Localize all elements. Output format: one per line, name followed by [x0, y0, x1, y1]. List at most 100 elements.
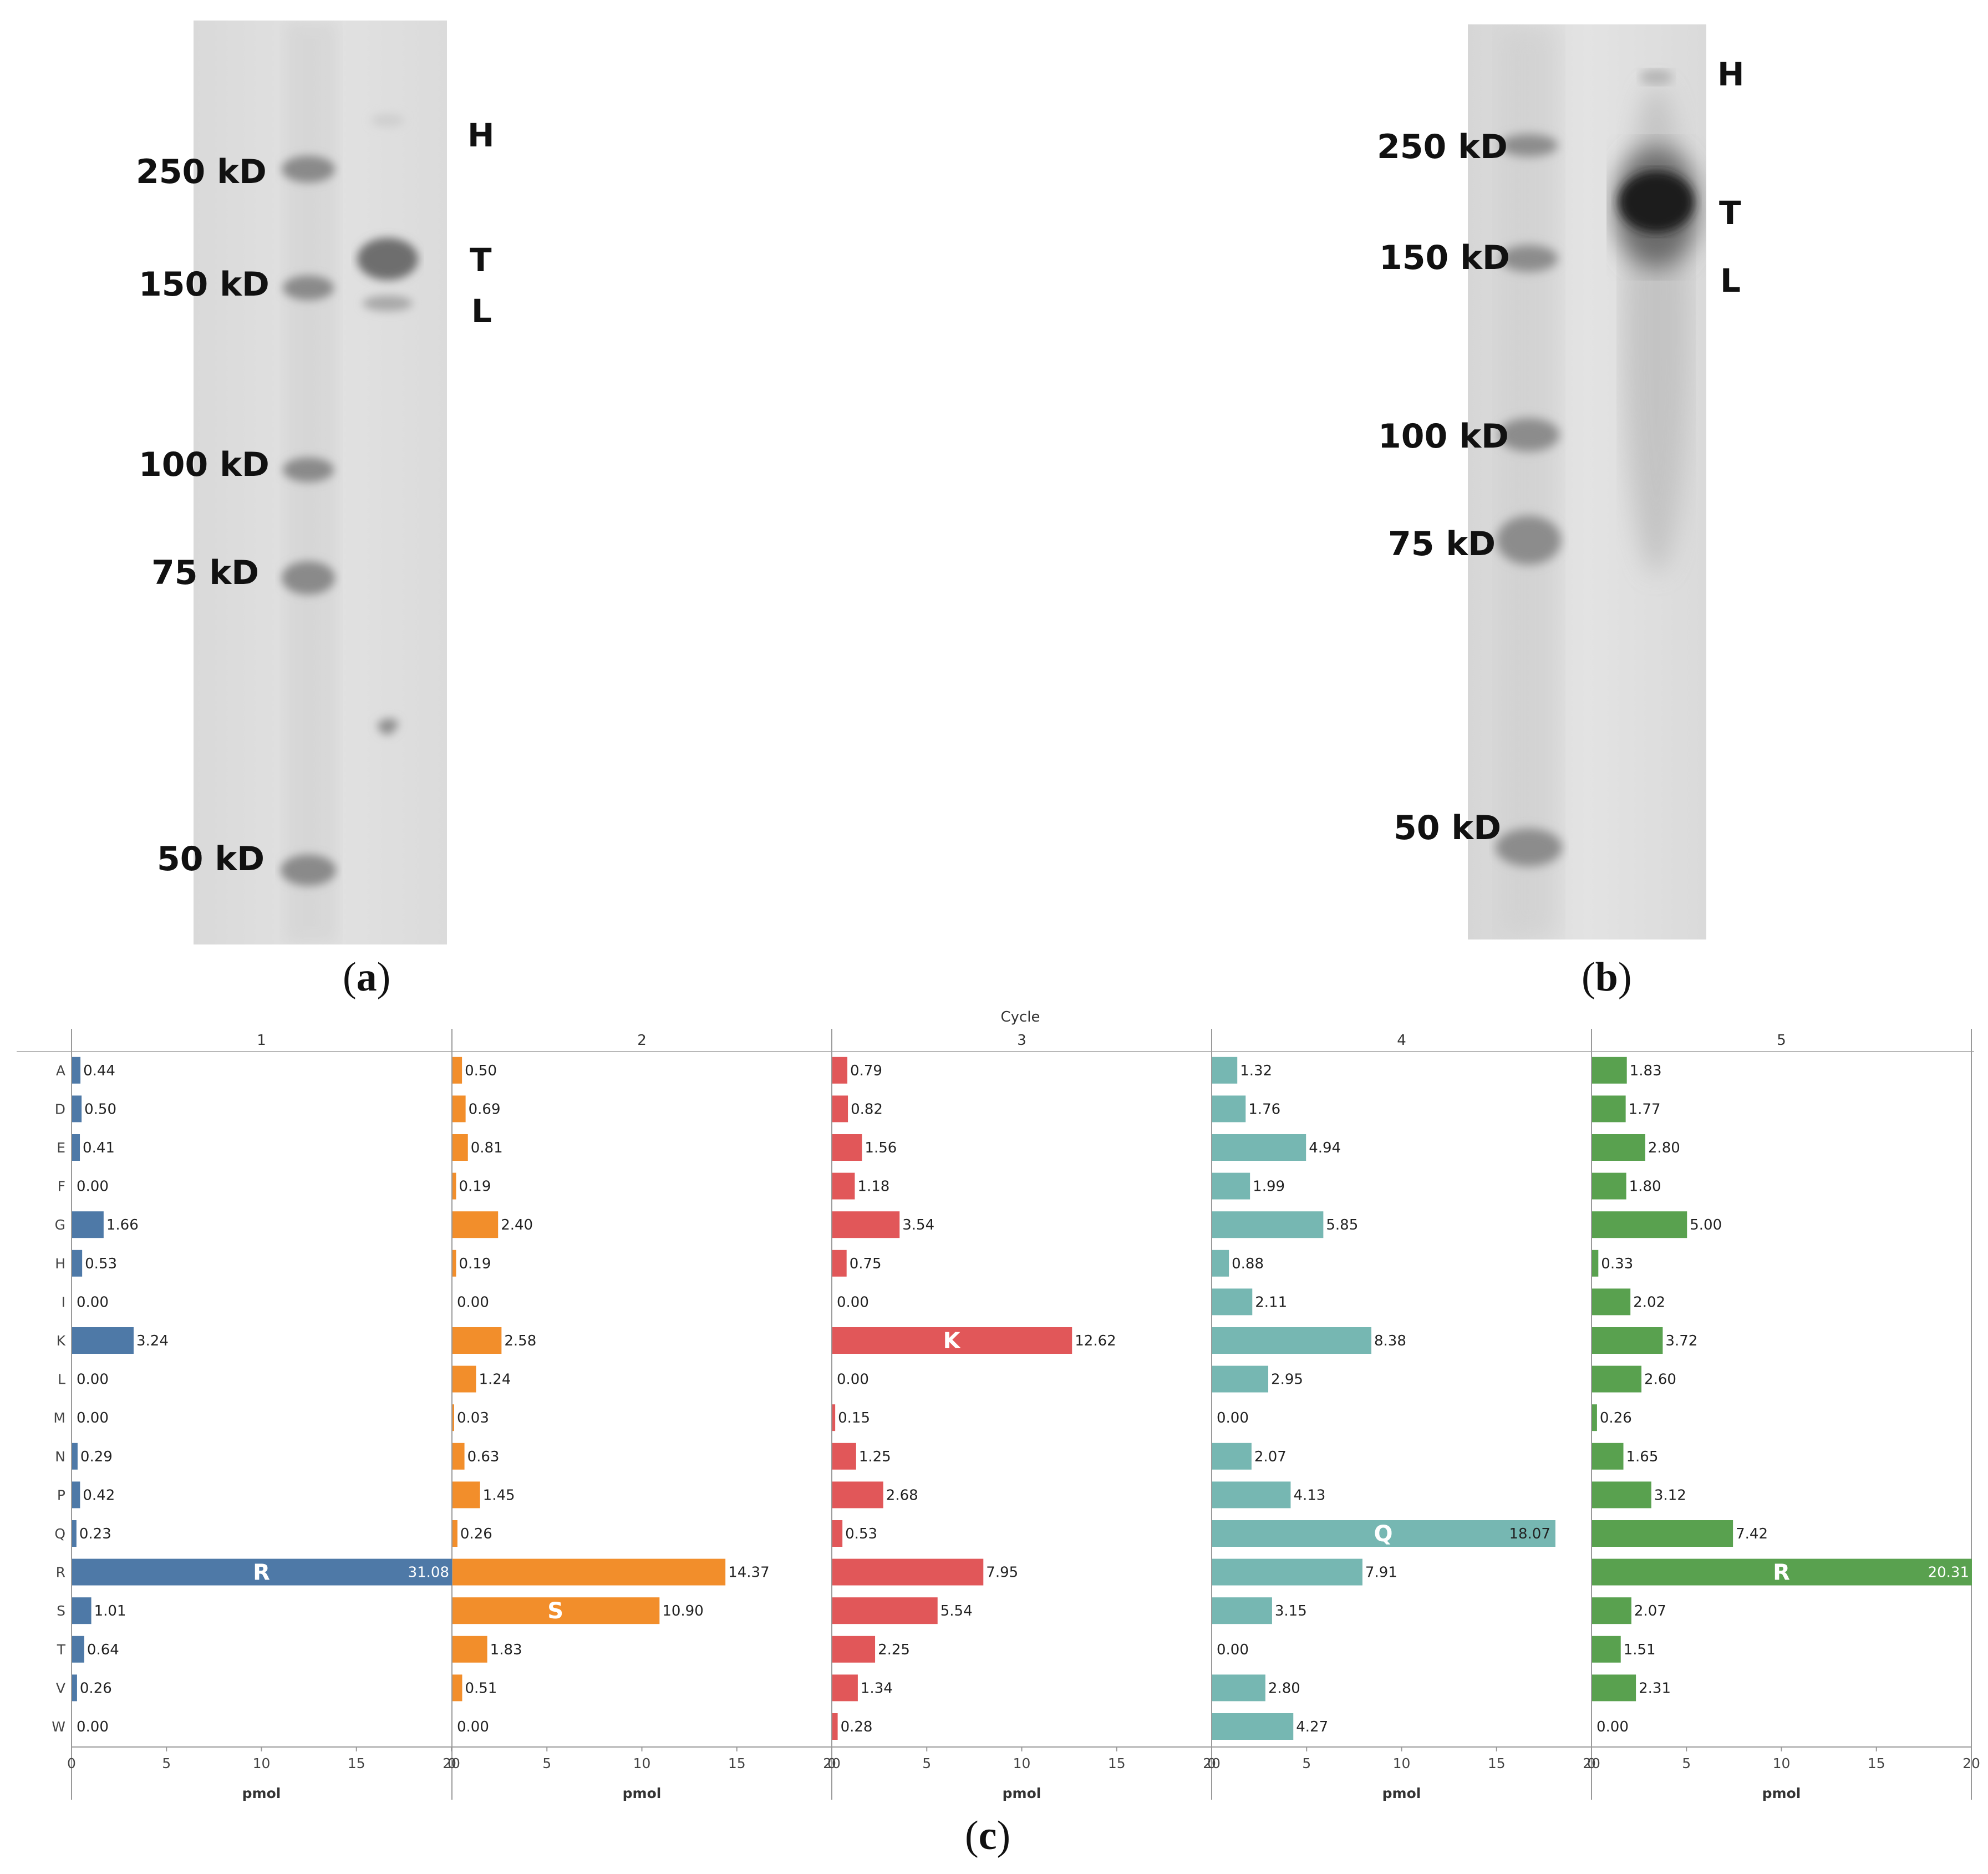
value-label-4-N: 2.07 — [1254, 1449, 1287, 1465]
value-label-4-E: 4.94 — [1309, 1140, 1341, 1156]
marker-label-250-a: 250 kD — [136, 153, 267, 191]
value-label-2-F: 0.19 — [459, 1179, 491, 1195]
value-label-1-I: 0.00 — [77, 1294, 109, 1311]
bar-1-Q — [72, 1520, 77, 1547]
bar-5-L — [1592, 1365, 1642, 1393]
value-label-1-M: 0.00 — [77, 1410, 109, 1426]
x-tick-label: 10 — [1013, 1755, 1031, 1771]
marker-label-100-a: 100 kD — [139, 445, 270, 484]
bar-2-F — [452, 1172, 456, 1200]
marker-label-50-a: 50 kD — [157, 840, 265, 878]
sample-bands-b — [1615, 69, 1698, 573]
ladder-bands-a — [281, 156, 336, 886]
value-label-4-H: 0.88 — [1232, 1256, 1264, 1272]
band-label-t-b: T — [1719, 194, 1741, 232]
x-tick-label: 0 — [827, 1755, 836, 1771]
value-label-5-V: 2.31 — [1639, 1680, 1671, 1697]
bar-5-V — [1592, 1674, 1636, 1702]
value-label-1-V: 0.26 — [80, 1680, 112, 1697]
value-label-4-L: 2.95 — [1271, 1372, 1303, 1388]
x-axis-label: pmol — [623, 1785, 662, 1801]
bar-5-R — [1592, 1558, 1972, 1586]
value-label-3-R: 7.95 — [986, 1565, 1018, 1581]
bar-2-S — [452, 1597, 660, 1624]
highlight-label-3: K — [943, 1328, 962, 1354]
bar-4-L — [1212, 1365, 1269, 1393]
value-label-3-K: 12.62 — [1075, 1333, 1116, 1349]
bar-2-P — [452, 1481, 480, 1509]
x-tick-label: 0 — [1207, 1755, 1216, 1771]
value-label-2-E: 0.81 — [471, 1140, 503, 1156]
bar-2-G — [452, 1211, 499, 1238]
bar-1-P — [72, 1481, 80, 1509]
category-label-H: H — [55, 1256, 65, 1272]
value-label-3-T: 2.25 — [878, 1642, 910, 1658]
bar-3-V — [832, 1674, 858, 1702]
bar-2-D — [452, 1095, 466, 1123]
x-tick-label: 0 — [448, 1755, 456, 1771]
value-label-2-N: 0.63 — [467, 1449, 500, 1465]
value-label-3-A: 0.79 — [850, 1063, 882, 1079]
value-label-4-F: 1.99 — [1253, 1179, 1285, 1195]
highlight-label-2: S — [547, 1598, 563, 1624]
bar-1-E — [72, 1134, 80, 1161]
bar-4-F — [1212, 1172, 1250, 1200]
bar-3-R — [832, 1558, 984, 1586]
cycle-header-5: 5 — [1777, 1032, 1786, 1049]
value-label-3-G: 3.54 — [902, 1217, 934, 1233]
bar-1-K — [72, 1327, 134, 1354]
bar-4-N — [1212, 1443, 1252, 1470]
bar-5-F — [1592, 1172, 1626, 1200]
x-tick-label: 15 — [348, 1755, 365, 1771]
x-tick-label: 10 — [1393, 1755, 1411, 1771]
value-label-1-L: 0.00 — [77, 1372, 109, 1388]
value-label-2-D: 0.69 — [469, 1101, 501, 1118]
category-label-P: P — [57, 1487, 65, 1503]
bar-2-Q — [452, 1520, 457, 1547]
value-label-1-P: 0.42 — [83, 1487, 115, 1504]
value-label-3-L: 0.00 — [837, 1372, 869, 1388]
value-label-2-S: 10.90 — [662, 1603, 703, 1619]
value-label-1-F: 0.00 — [77, 1179, 109, 1195]
value-label-5-D: 1.77 — [1629, 1101, 1661, 1118]
bar-5-S — [1592, 1597, 1631, 1624]
x-tick-label: 20 — [443, 1755, 460, 1771]
category-label-T: T — [57, 1642, 66, 1658]
x-tick-label: 15 — [1108, 1755, 1126, 1771]
gel-image-a — [194, 21, 447, 944]
bar-5-P — [1592, 1481, 1651, 1509]
value-label-4-A: 1.32 — [1240, 1063, 1272, 1079]
value-label-5-F: 1.80 — [1629, 1179, 1661, 1195]
value-label-4-M: 0.00 — [1217, 1410, 1249, 1426]
value-label-3-H: 0.75 — [850, 1256, 882, 1272]
value-label-3-D: 0.82 — [851, 1101, 883, 1118]
bar-2-M — [452, 1404, 454, 1431]
category-label-N: N — [55, 1449, 65, 1465]
bar-2-L — [452, 1365, 476, 1393]
bar-4-G — [1212, 1211, 1324, 1238]
value-label-5-N: 1.65 — [1626, 1449, 1659, 1465]
value-label-2-I: 0.00 — [457, 1294, 489, 1311]
bar-2-K — [452, 1327, 502, 1354]
bar-1-D — [72, 1095, 82, 1123]
bar-4-S — [1212, 1597, 1272, 1624]
bar-2-N — [452, 1443, 465, 1470]
cycle-header-3: 3 — [1017, 1032, 1026, 1049]
value-label-1-S: 1.01 — [94, 1603, 126, 1619]
bar-4-K — [1212, 1327, 1372, 1354]
x-tick-label: 10 — [1773, 1755, 1791, 1771]
bar-2-T — [452, 1636, 487, 1663]
x-axis-label: pmol — [242, 1785, 281, 1801]
value-label-4-S: 3.15 — [1275, 1603, 1307, 1619]
bar-5-Q — [1592, 1520, 1733, 1547]
x-tick-label: 5 — [1302, 1755, 1311, 1771]
bar-3-A — [832, 1057, 848, 1084]
bar-1-G — [72, 1211, 104, 1238]
value-label-1-E: 0.41 — [83, 1140, 115, 1156]
bar-3-H — [832, 1250, 847, 1277]
value-label-3-S: 5.54 — [940, 1603, 973, 1619]
caption-b: (b) — [1582, 954, 1632, 1000]
value-label-3-W: 0.28 — [841, 1719, 873, 1735]
value-label-5-R: 20.31 — [1928, 1565, 1969, 1581]
bar-5-M — [1592, 1404, 1597, 1431]
